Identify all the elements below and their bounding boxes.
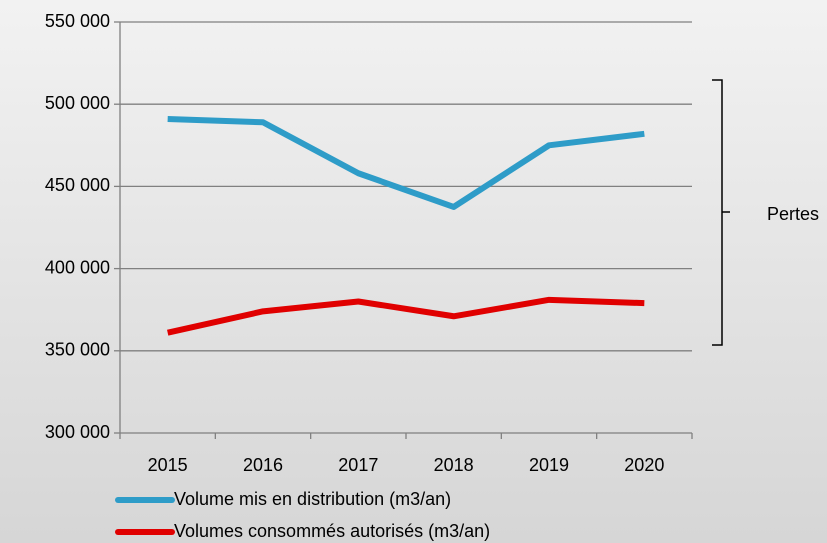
x-tick-label: 2018 <box>434 455 474 475</box>
x-tick-label: 2020 <box>624 455 664 475</box>
y-tick-label: 400 000 <box>45 257 110 277</box>
x-tick-label: 2017 <box>338 455 378 475</box>
y-tick-label: 550 000 <box>45 11 110 31</box>
annotation: Pertes <box>767 204 819 224</box>
y-tick-label: 450 000 <box>45 175 110 195</box>
y-tick-label: 500 000 <box>45 93 110 113</box>
data-line <box>167 115 645 210</box>
data-line <box>167 296 645 336</box>
y-tick-label: 350 000 <box>45 340 110 360</box>
legend-label: Volume mis en distribution (m3/an) <box>174 489 451 509</box>
x-tick-label: 2019 <box>529 455 569 475</box>
bracket <box>712 79 730 346</box>
y-tick-label: 300 000 <box>45 422 110 442</box>
legend-label: Volumes consommés autorisés (m3/an) <box>174 521 490 541</box>
x-tick-label: 2016 <box>243 455 283 475</box>
x-tick-label: 2015 <box>148 455 188 475</box>
